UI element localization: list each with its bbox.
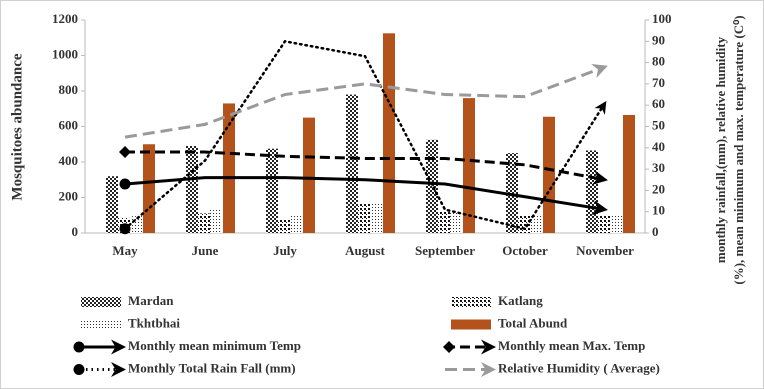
legend-label: Monthly Total Rain Fall (mm) — [128, 360, 296, 375]
bar — [106, 176, 118, 233]
y2-tick-label: 60 — [652, 96, 665, 111]
bar — [463, 98, 475, 233]
bar — [186, 146, 198, 233]
legend-label: Total Abund — [498, 315, 568, 330]
line — [125, 150, 608, 185]
line — [124, 64, 608, 139]
line-marker — [119, 223, 131, 235]
legend-label: Katlang — [498, 293, 543, 308]
legend-swatch — [81, 319, 121, 330]
y-tick-label: 400 — [59, 153, 79, 168]
legend-label: Relative Humidity ( Average) — [498, 360, 660, 375]
y2-tick-label: 10 — [652, 203, 665, 218]
y2-tick-label: 40 — [652, 139, 665, 154]
y-axis-title: Mosquitoes abundance — [9, 53, 25, 200]
bar — [210, 209, 222, 233]
bar — [130, 216, 142, 233]
bar — [223, 103, 235, 233]
bar — [370, 203, 382, 233]
legend-marker — [73, 341, 85, 353]
y2-tick-label: 70 — [652, 75, 665, 90]
legend-swatch — [451, 319, 491, 330]
bar — [290, 215, 302, 233]
legend-marker — [73, 364, 85, 375]
bar — [278, 219, 290, 233]
legend-swatch — [451, 297, 491, 307]
bar — [198, 213, 210, 233]
y-tick-label: 600 — [59, 117, 79, 132]
y2-tick-label: 0 — [652, 224, 659, 239]
bar — [346, 94, 358, 233]
y2-axis-title: monthly rainfall,(mm), relative humidity — [713, 36, 728, 263]
bar — [426, 139, 438, 233]
legend-label: Mardan — [128, 293, 174, 308]
legend-label: Tkhtbhai — [128, 315, 180, 330]
bar — [623, 114, 635, 233]
bar — [143, 144, 155, 233]
x-tick-label: September — [415, 243, 475, 258]
bar — [586, 150, 598, 233]
line-marker — [119, 146, 131, 159]
y2-tick-label: 90 — [652, 32, 665, 47]
y2-tick-label: 100 — [652, 11, 672, 26]
bar — [543, 116, 555, 233]
x-tick-label: May — [112, 243, 138, 258]
y2-tick-label: 30 — [652, 160, 665, 175]
y2-tick-label: 20 — [652, 181, 665, 196]
y-tick-label: 0 — [72, 224, 79, 239]
line — [123, 39, 607, 231]
bar — [266, 148, 278, 233]
line — [124, 176, 608, 216]
y-tick-label: 200 — [59, 188, 79, 203]
bar — [383, 33, 395, 233]
x-tick-label: July — [273, 243, 297, 258]
legend-label: Monthly mean Max. Temp — [498, 338, 645, 353]
x-tick-label: August — [345, 243, 385, 258]
bar — [518, 215, 530, 233]
bar — [506, 153, 518, 233]
x-tick-label: June — [192, 243, 219, 258]
y2-axis-title: (%), mean minimum and max. temperature (… — [731, 15, 746, 284]
x-tick-label: October — [502, 243, 548, 258]
legend-marker — [443, 341, 455, 353]
y-tick-label: 800 — [59, 82, 79, 97]
y2-tick-label: 80 — [652, 54, 665, 69]
bar — [358, 203, 370, 233]
bar — [438, 211, 450, 233]
bar — [598, 215, 610, 233]
x-tick-label: November — [576, 243, 634, 258]
bar — [530, 215, 542, 233]
legend-swatch — [81, 297, 121, 307]
legend-label: Monthly mean minimum Temp — [128, 338, 301, 353]
bar — [450, 212, 462, 233]
y-tick-label: 1000 — [52, 46, 78, 61]
y-tick-label: 1200 — [52, 11, 78, 26]
line-marker — [119, 178, 131, 190]
bar — [303, 117, 315, 233]
bar — [610, 215, 622, 233]
y2-tick-label: 50 — [652, 117, 665, 132]
